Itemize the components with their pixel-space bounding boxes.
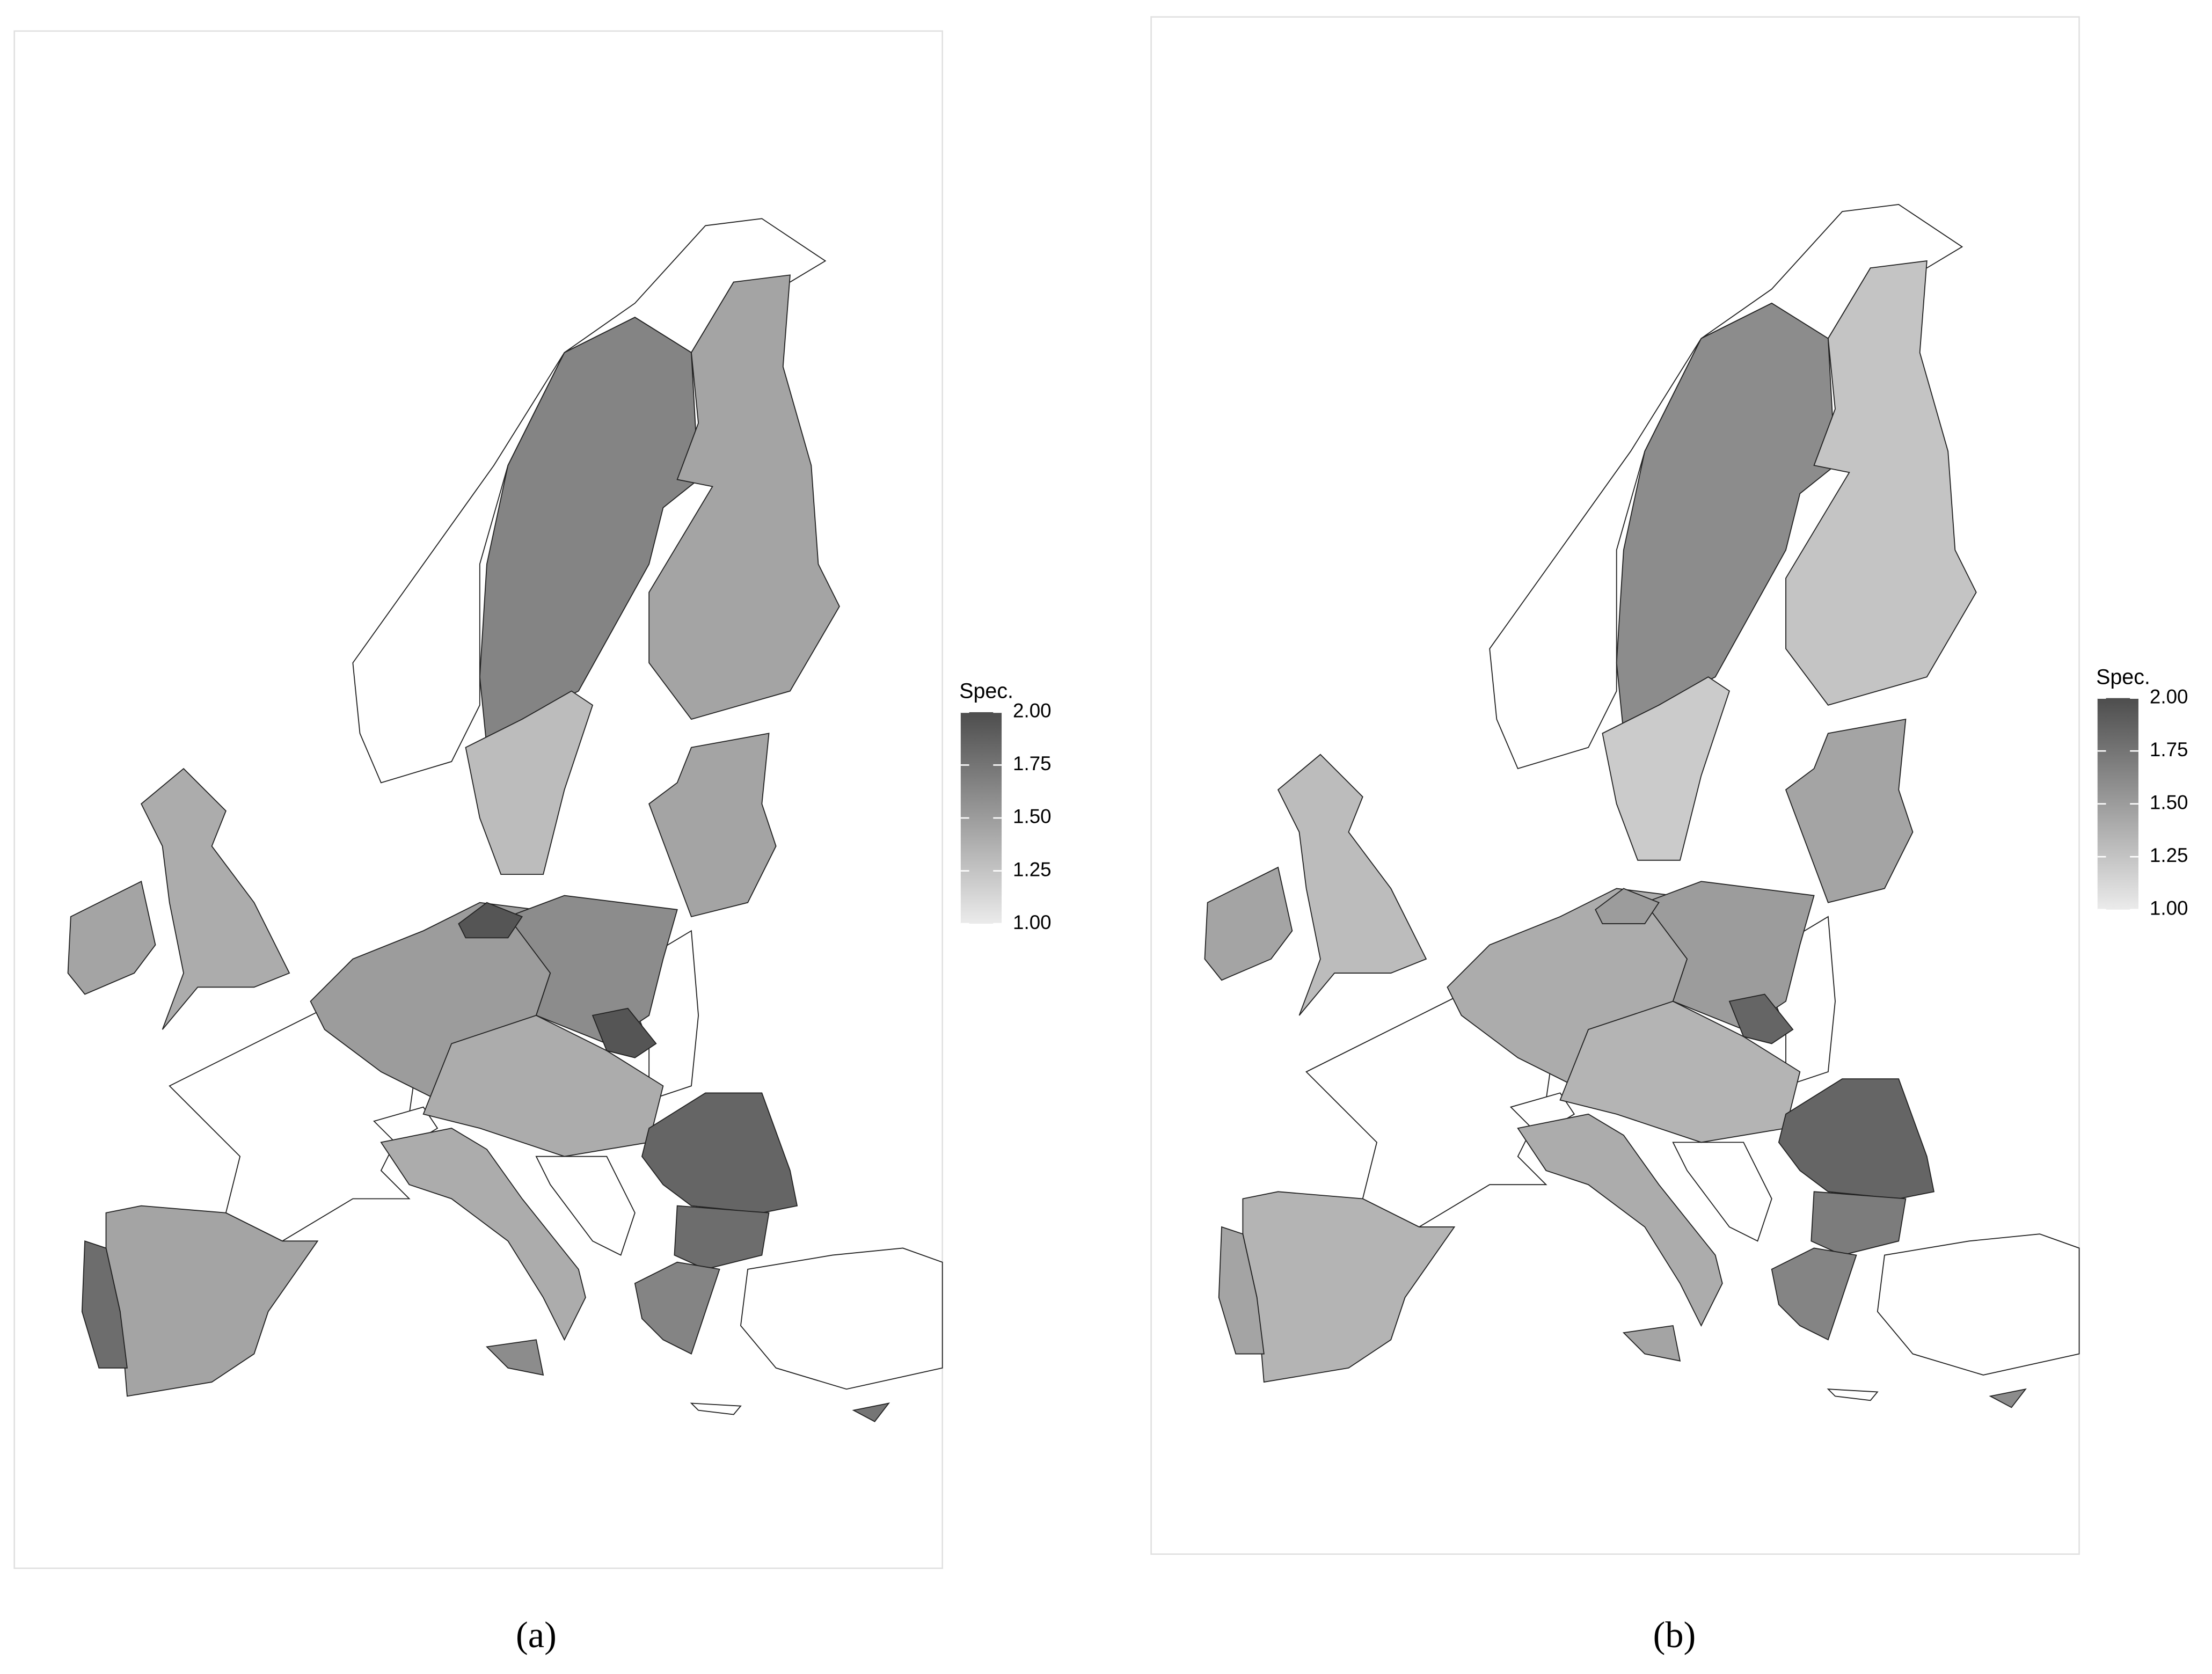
colorbar-tick-label: 1.25 [1013, 858, 1052, 880]
colorbar-tick-label: 1.50 [2150, 791, 2188, 813]
colorbar-tick-label: 1.25 [2150, 844, 2188, 866]
colorbar-tick-label: 2.00 [1013, 700, 1052, 722]
region [465, 690, 594, 875]
colorbar-tick-label: 1.00 [1013, 911, 1052, 933]
non-data-region [1672, 1142, 1772, 1242]
region [1728, 993, 1794, 1044]
region [592, 1007, 657, 1058]
region [1778, 1078, 1935, 1200]
map [67, 218, 943, 1422]
region [141, 767, 290, 1030]
legend-title: Spec. [959, 679, 1013, 703]
non-data-region [535, 1156, 636, 1256]
region [486, 1339, 544, 1376]
region [1771, 1247, 1857, 1341]
colorbar-tick-label: 2.00 [2150, 685, 2188, 707]
legend-title: Spec. [2096, 665, 2150, 689]
region [674, 1205, 770, 1270]
colorbar-tick-label: 1.00 [2150, 897, 2188, 919]
region [648, 733, 777, 918]
colorbar-tick-label: 1.75 [2150, 739, 2188, 761]
non-data-region [740, 1247, 943, 1390]
region [852, 1402, 890, 1422]
region [1644, 881, 1815, 1030]
region [1595, 888, 1660, 925]
region [67, 880, 156, 995]
region [1785, 260, 1977, 706]
region [458, 902, 523, 939]
region [507, 895, 678, 1044]
region [1204, 866, 1293, 981]
colorbar-tick-label: 1.50 [1013, 806, 1052, 828]
region [1989, 1388, 2027, 1408]
map-panel: Spec.2.00 1.75 1.50 1.25 1.00 (a) [13, 30, 1052, 1655]
non-data-region [1827, 1388, 1879, 1401]
region [1602, 676, 1731, 861]
region [634, 1261, 720, 1355]
region [641, 1092, 798, 1214]
panel-label: (b) [1653, 1614, 1696, 1655]
region [1811, 1191, 1907, 1256]
non-data-region [1877, 1233, 2080, 1376]
map [1204, 204, 2080, 1408]
panel-label: (a) [516, 1614, 557, 1655]
region [648, 274, 840, 720]
map-panel: Spec.2.00 1.75 1.50 1.25 1.00 (b) [1150, 16, 2188, 1655]
colorbar-tick-label: 1.75 [1013, 752, 1052, 774]
region [1218, 1226, 1265, 1355]
region [380, 1128, 586, 1341]
region [1277, 754, 1427, 1016]
region [1622, 1325, 1681, 1362]
region [1785, 718, 1914, 903]
region [1517, 1113, 1723, 1327]
non-data-region [690, 1402, 742, 1415]
region [81, 1240, 128, 1369]
